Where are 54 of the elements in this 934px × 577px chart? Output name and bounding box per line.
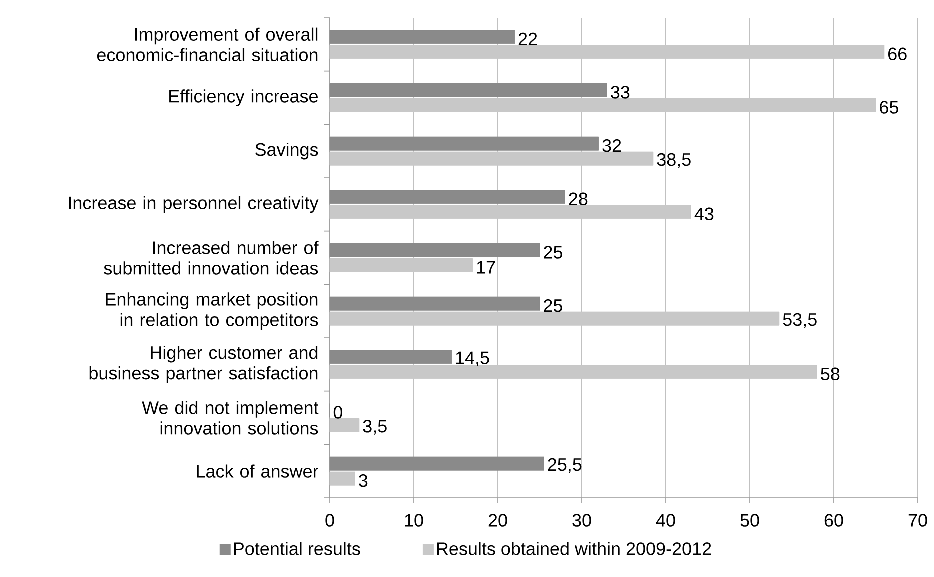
x-tick-label: 10: [405, 514, 424, 527]
bar: [330, 312, 780, 326]
data-label: 22: [518, 32, 538, 46]
bar: [330, 258, 474, 272]
bar: [330, 190, 566, 204]
bar: [330, 296, 540, 311]
bar: [330, 205, 692, 220]
x-tick-label: 0: [326, 514, 334, 527]
bar: [330, 45, 885, 60]
data-label: 25: [544, 246, 562, 259]
bar: [330, 98, 876, 112]
y-tick-label: We did not implement innovation solutions: [142, 401, 319, 435]
data-label: 58: [821, 368, 840, 381]
data-label: 32: [602, 139, 622, 152]
bar: [330, 152, 654, 166]
data-label: 3: [359, 474, 368, 488]
data-label: 25: [544, 299, 562, 312]
y-tick-label: Savings: [256, 142, 318, 160]
y-tick-label: Higher customer and business partner satisfaction: [90, 346, 318, 384]
y-tick-label: Enhancing market position in relation to competitors: [106, 292, 318, 330]
bar: [330, 365, 818, 380]
data-label: 38,5: [657, 153, 691, 168]
y-tick-label: Increase in personnel creativity: [69, 196, 319, 214]
x-tick-label: 30: [572, 514, 592, 527]
legend-label: Results obtained within 2009-2012: [437, 542, 712, 556]
data-label: 3,5: [363, 420, 387, 435]
x-tick-label: 20: [488, 514, 508, 527]
y-tick-label: Lack of answer: [197, 464, 318, 478]
x-tick-label: 70: [908, 514, 928, 527]
x-tick-label: 50: [740, 514, 760, 527]
bar: [330, 456, 544, 471]
bar: [330, 418, 360, 432]
y-tick-label: Improvement of overall economic-financial situation: [97, 28, 318, 62]
bar: [330, 136, 600, 151]
bar: [330, 472, 356, 486]
bar: [330, 84, 608, 98]
x-tick-label: 60: [824, 514, 844, 527]
data-label: 53,5: [783, 313, 817, 328]
data-label: 14,5: [456, 352, 490, 367]
bar: [330, 350, 452, 364]
y-tick-label: Efficiency increase: [170, 90, 318, 106]
data-label: 43: [694, 208, 714, 221]
data-label: 65: [880, 101, 898, 114]
data-label: 66: [888, 48, 907, 61]
x-tick-label: 40: [656, 514, 676, 527]
data-label: 33: [611, 86, 630, 99]
data-label: 0: [334, 406, 343, 419]
data-label: 28: [569, 192, 588, 206]
bar: [330, 244, 540, 258]
bar: [330, 30, 516, 44]
legend-label: Potential results: [234, 542, 360, 556]
y-tick-label: Increased number of submitted innovation ideas: [104, 241, 319, 275]
data-label: 17: [477, 261, 496, 274]
data-label: 25,5: [548, 458, 582, 474]
